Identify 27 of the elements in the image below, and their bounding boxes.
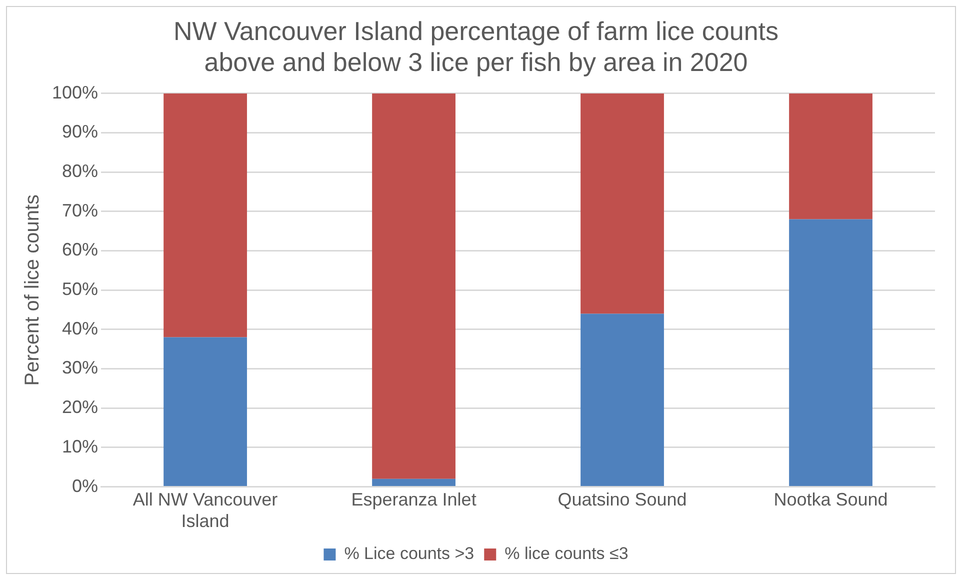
bar: [372, 93, 456, 479]
x-tick-label: All NW Vancouver Island: [132, 490, 278, 532]
y-tick-label: 30%: [62, 358, 98, 378]
bar: [372, 478, 456, 486]
x-tick-label: Esperanza Inlet: [351, 490, 476, 510]
bar: [789, 219, 872, 486]
y-axis-title: Percent of lice counts: [22, 194, 44, 386]
x-tick-label: Quatsino Sound: [558, 490, 687, 510]
x-tick-label: Nootka Sound: [774, 490, 888, 510]
y-tick-label: 20%: [62, 397, 98, 418]
bar: [580, 314, 664, 486]
chart-title: NW Vancouver Island percentage of farm lice counts above and below 3 lice per fish by area in 2020: [173, 16, 779, 77]
legend-label: % lice counts ≤3: [504, 544, 628, 564]
y-tick-label: 50%: [62, 279, 98, 300]
bar: [789, 93, 872, 220]
y-tick-label: 80%: [62, 161, 98, 182]
y-tick-label: 100%: [52, 82, 98, 102]
legend-label: % Lice counts >3: [344, 544, 474, 564]
y-tick-label: 90%: [62, 122, 98, 142]
y-tick-label: 10%: [62, 436, 98, 456]
bar: [580, 93, 664, 314]
y-tick-label: 70%: [62, 200, 98, 220]
y-tick-label: 0%: [72, 476, 98, 496]
bar: [164, 93, 247, 338]
bar: [164, 337, 247, 486]
y-tick-label: 40%: [62, 318, 98, 338]
y-tick-label: 60%: [62, 240, 98, 260]
